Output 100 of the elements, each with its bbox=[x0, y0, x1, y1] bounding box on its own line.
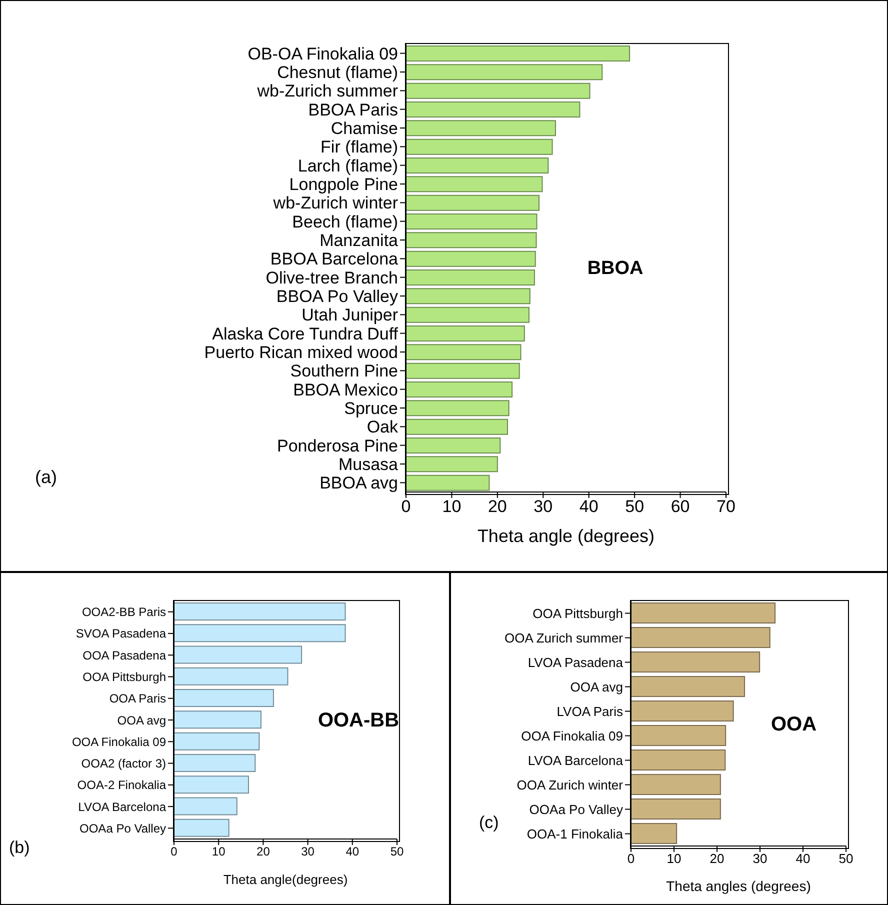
bar bbox=[406, 456, 498, 472]
annotation: BBOA bbox=[587, 258, 644, 280]
y-tick-label: Beech (flame) bbox=[292, 212, 398, 232]
y-tick-label: Longpole Pine bbox=[289, 175, 398, 194]
text: (c) bbox=[479, 813, 499, 833]
x-tick-label: 30 bbox=[534, 497, 553, 516]
bar bbox=[631, 725, 726, 746]
bar bbox=[174, 754, 256, 772]
bar bbox=[174, 776, 249, 794]
x-tick-label: 50 bbox=[390, 844, 404, 859]
y-tick-label: wb-Zurich winter bbox=[272, 194, 398, 213]
bar bbox=[631, 652, 760, 672]
bar bbox=[406, 138, 553, 155]
x-tick-label: 10 bbox=[442, 497, 462, 516]
y-tick-label: SVOA Pasadena bbox=[76, 626, 166, 641]
y-tick-label: Chesnut (flame) bbox=[277, 63, 398, 82]
y-tick-label: OOA avg bbox=[117, 713, 166, 728]
bar bbox=[631, 602, 776, 624]
bar bbox=[631, 700, 734, 722]
y-tick-label: Musasa bbox=[338, 455, 399, 474]
y-tick-label: Southern Pine bbox=[290, 362, 398, 381]
bar bbox=[174, 624, 346, 642]
bar bbox=[406, 362, 520, 379]
bar bbox=[406, 288, 530, 304]
x-tick-label: 70 bbox=[716, 497, 736, 516]
bar bbox=[406, 214, 538, 230]
y-tick-label: OOA Paris bbox=[109, 692, 166, 706]
bar bbox=[406, 102, 580, 118]
bar bbox=[631, 676, 746, 697]
y-tick-label: Manzanita bbox=[320, 231, 399, 250]
y-tick-label: OOA Zurich winter bbox=[516, 777, 624, 792]
bar bbox=[174, 797, 238, 816]
bar bbox=[406, 64, 603, 80]
y-tick-label: OOA Pittsburgh bbox=[532, 606, 623, 621]
bar bbox=[406, 46, 630, 62]
bar bbox=[406, 82, 590, 99]
x-tick-label: 0 bbox=[401, 497, 411, 516]
x-axis-title: Theta angles (degrees) bbox=[666, 878, 811, 894]
y-tick-label: Ponderosa Pine bbox=[277, 436, 398, 456]
x-tick-label: 50 bbox=[838, 851, 854, 866]
y-tick-label: OOAa Po Valley bbox=[529, 802, 624, 817]
y-tick-label: BBOA Mexico bbox=[293, 380, 398, 400]
bar bbox=[174, 646, 302, 664]
x-tick-label: 10 bbox=[666, 851, 682, 866]
bar bbox=[631, 823, 678, 844]
bar bbox=[406, 306, 530, 323]
y-tick-label: Oak bbox=[366, 418, 398, 437]
bar bbox=[631, 627, 770, 648]
bar bbox=[174, 667, 288, 686]
x-tick-label: 40 bbox=[346, 844, 360, 859]
x-tick-label: 20 bbox=[256, 844, 270, 859]
bar bbox=[406, 326, 525, 342]
y-tick-label: LVOA Barcelona bbox=[78, 800, 166, 814]
y-tick-label: Olive-tree Branch bbox=[266, 268, 398, 288]
y-tick-label: OOA avg bbox=[570, 679, 623, 694]
x-tick-label: 10 bbox=[212, 844, 226, 859]
y-tick-label: OOA2 (factor 3) bbox=[81, 756, 166, 771]
bar bbox=[406, 270, 535, 286]
bar bbox=[174, 602, 346, 620]
bar bbox=[406, 158, 549, 174]
y-tick-label: LVOA Barcelona bbox=[528, 752, 624, 768]
y-tick-label: OOA-1 Finokalia bbox=[526, 826, 624, 842]
y-tick-label: OOA Pasadena bbox=[82, 648, 166, 662]
bar bbox=[174, 689, 274, 708]
text: (b) bbox=[9, 838, 30, 858]
bar bbox=[406, 250, 536, 267]
y-tick-label: BBOA avg bbox=[320, 474, 398, 493]
y-tick-label: wb-Zurich summer bbox=[256, 82, 398, 101]
bar bbox=[631, 774, 721, 795]
y-tick-label: Fir (flame) bbox=[320, 138, 398, 157]
bar bbox=[406, 232, 537, 248]
y-tick-label: Larch (flame) bbox=[298, 156, 398, 176]
x-tick-label: 20 bbox=[488, 497, 507, 516]
x-tick-label: 40 bbox=[579, 497, 598, 516]
y-tick-label: LVOA Pasadena bbox=[528, 654, 624, 670]
bar bbox=[406, 382, 513, 398]
bar bbox=[406, 194, 540, 211]
y-tick-label: BBOA Barcelona bbox=[270, 250, 399, 269]
bar bbox=[406, 120, 556, 136]
y-tick-label: OB-OA Finokalia 09 bbox=[248, 44, 398, 64]
y-tick-label: BBOA Po Valley bbox=[276, 287, 398, 306]
x-tick-label: 20 bbox=[710, 851, 724, 866]
bar bbox=[631, 750, 726, 770]
y-tick-label: OOA Zurich summer bbox=[504, 630, 624, 646]
bar bbox=[174, 710, 262, 729]
x-tick-label: 50 bbox=[625, 497, 644, 516]
bar bbox=[174, 818, 230, 837]
bar bbox=[406, 344, 522, 360]
y-tick-label: OOA Pittsburgh bbox=[82, 670, 166, 684]
y-tick-label: Puerto Rican mixed wood bbox=[204, 343, 398, 362]
y-tick-label: Alaska Core Tundra Duff bbox=[212, 324, 398, 344]
y-tick-label: Spruce bbox=[344, 399, 398, 418]
x-axis-title: Theta angle(degrees) bbox=[223, 872, 348, 887]
annotation: OOA-BB bbox=[318, 710, 400, 732]
y-tick-label: OOA Finokalia 09 bbox=[521, 728, 623, 744]
x-tick-label: 30 bbox=[301, 844, 315, 859]
bar bbox=[406, 400, 510, 416]
x-tick-label: 60 bbox=[670, 497, 690, 516]
x-axis-title: Theta angle (degrees) bbox=[477, 526, 655, 546]
y-tick-label: OOA2-BB Paris bbox=[82, 605, 166, 620]
